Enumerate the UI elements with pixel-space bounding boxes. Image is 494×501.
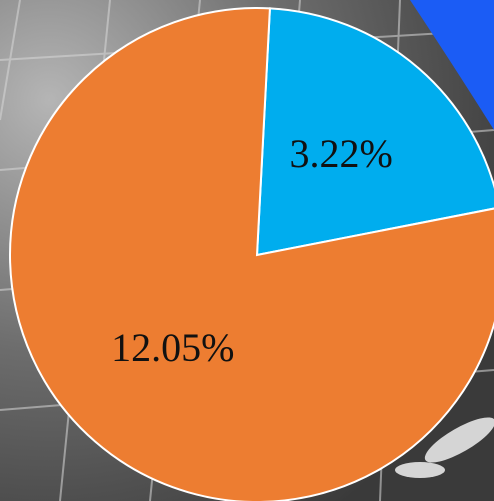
data-label: 3.22% — [290, 131, 393, 176]
pie: 3.22% 12.05% — [10, 8, 494, 501]
page: 3.22%12.05% (() => { const data = JSON.p… — [0, 0, 494, 501]
chart: 3.22% 12.05% — [0, 0, 494, 501]
data-label: 12.05% — [111, 325, 234, 370]
